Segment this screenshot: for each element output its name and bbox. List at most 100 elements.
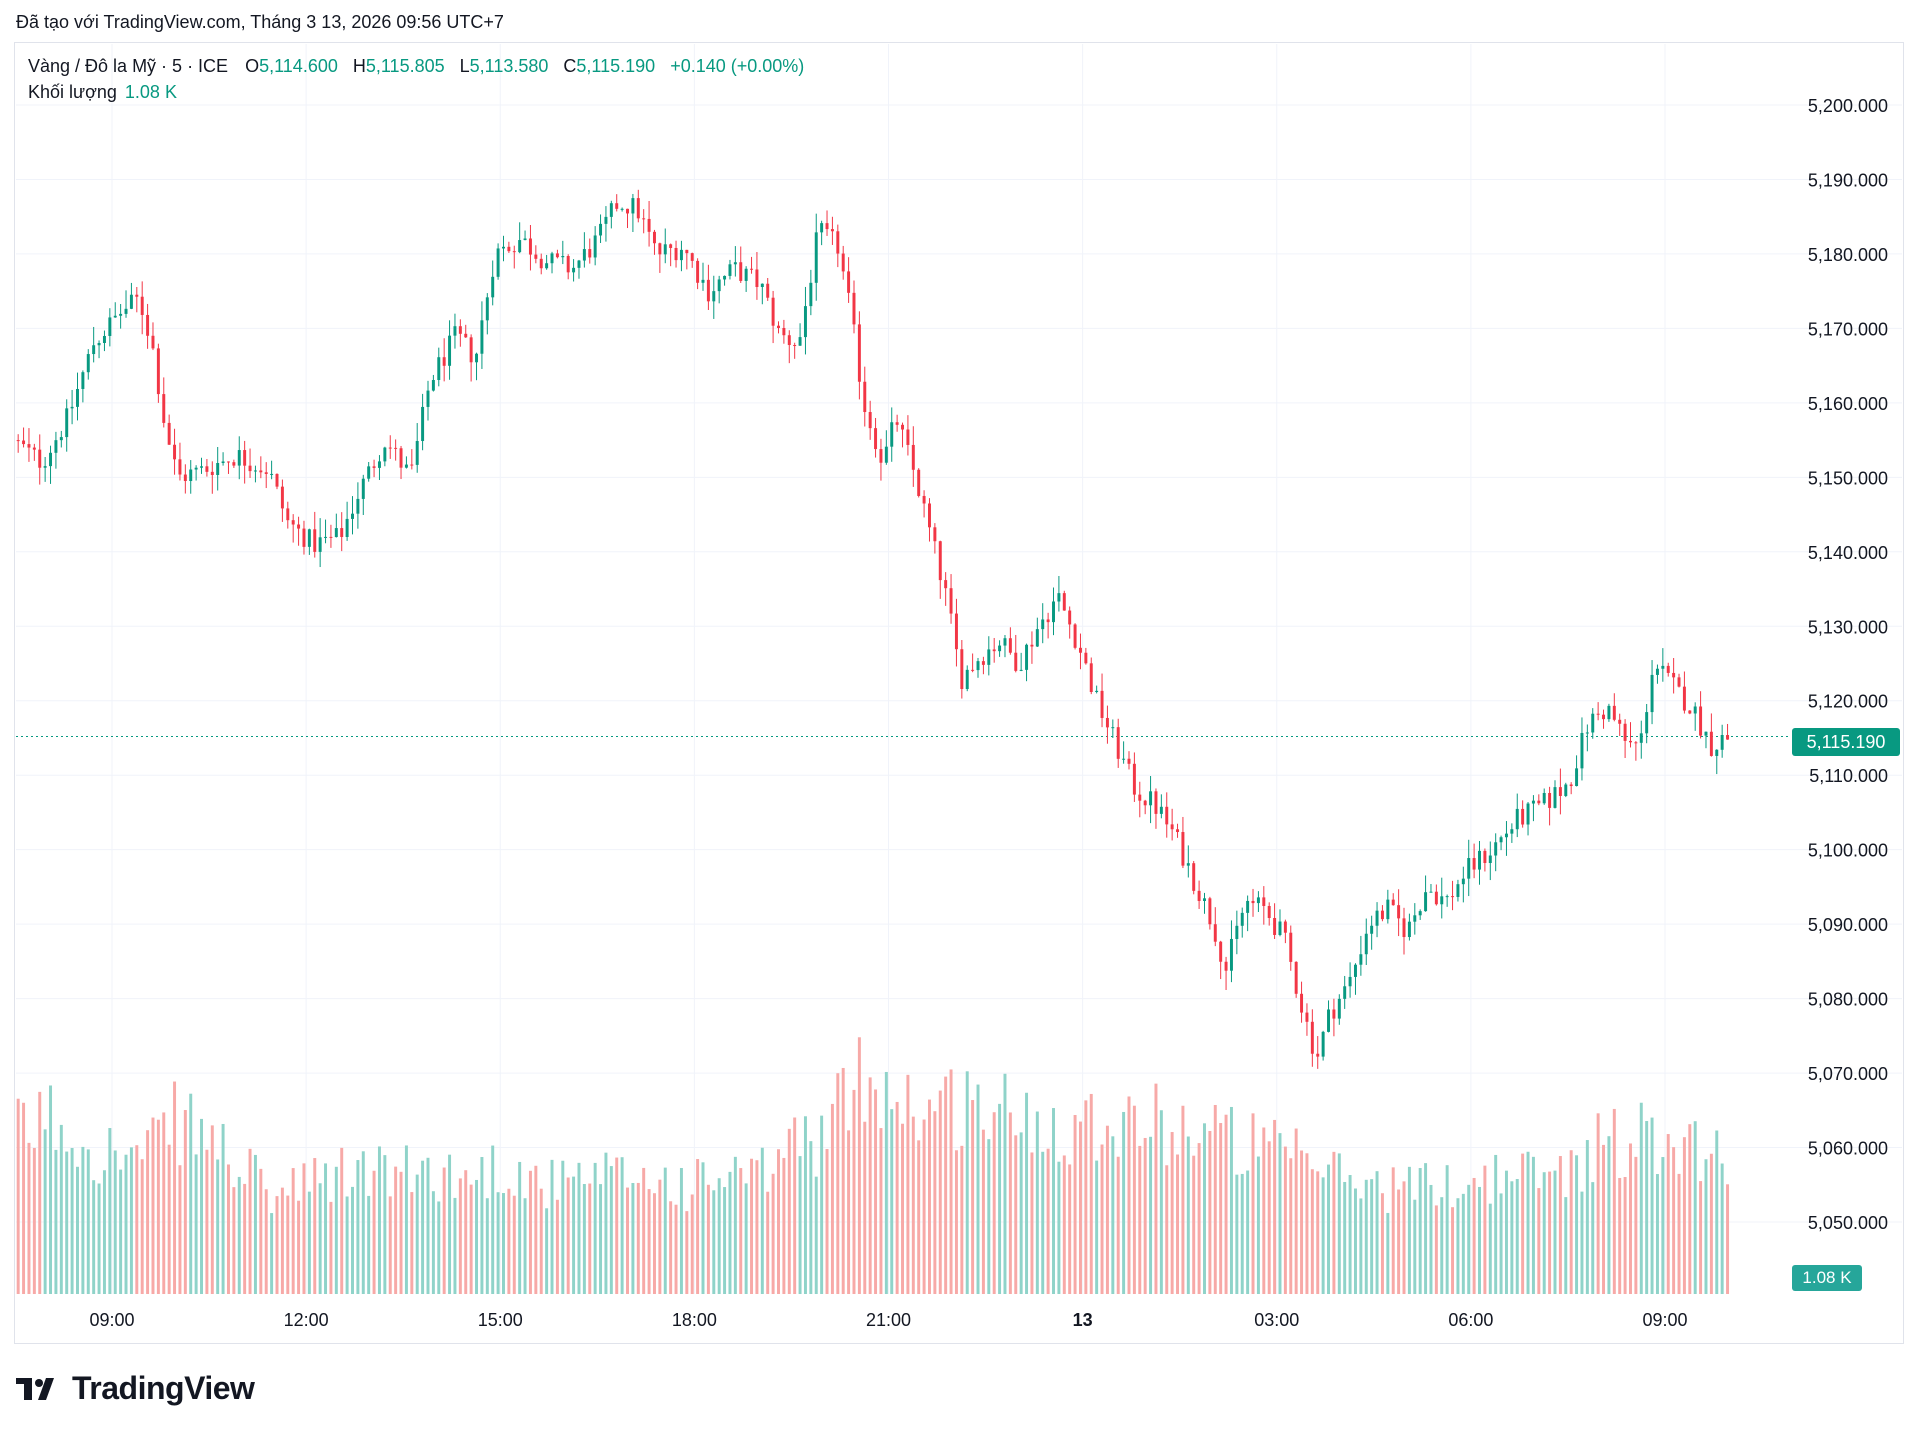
candle-body <box>458 326 462 334</box>
volume-bar <box>857 1037 861 1294</box>
volume-bar <box>647 1189 651 1294</box>
candle-body <box>550 253 554 264</box>
volume-bar <box>528 1170 532 1294</box>
volume-bar <box>1564 1197 1568 1294</box>
volume-bar <box>1246 1170 1250 1294</box>
volume-label[interactable]: Khối lượng <box>28 82 117 102</box>
candle-body <box>658 243 662 255</box>
candle-body <box>739 262 743 281</box>
volume-bar <box>901 1123 905 1294</box>
volume-bar <box>1084 1100 1088 1294</box>
volume-bar <box>1591 1182 1595 1294</box>
volume-bar <box>1305 1153 1309 1294</box>
volume-bar <box>750 1158 754 1294</box>
candle-body <box>685 249 689 254</box>
volume-bar <box>793 1117 797 1294</box>
volume-bar <box>1380 1193 1384 1294</box>
volume-value: 1.08 K <box>124 82 177 102</box>
candle-body <box>1348 976 1352 987</box>
candle-body <box>1251 900 1255 904</box>
ohlc-legend: Vàng / Đô la Mỹ · 5 · ICE O5,114.600 H5,… <box>28 56 814 77</box>
volume-bar <box>1283 1146 1287 1294</box>
candle-body <box>901 424 905 430</box>
volume-bar <box>1068 1164 1072 1294</box>
volume-bar <box>1030 1152 1034 1294</box>
volume-bar <box>162 1112 166 1294</box>
candle-body <box>1585 732 1589 734</box>
candle-body <box>502 246 505 249</box>
volume-bar <box>291 1168 295 1294</box>
candle-body <box>1672 672 1676 678</box>
volume-bar <box>1618 1177 1622 1294</box>
candle-body <box>1602 714 1606 720</box>
volume-bar <box>1386 1212 1390 1294</box>
candle-body <box>1116 727 1120 759</box>
volume-bar <box>404 1145 408 1294</box>
volume-bar <box>599 1184 603 1294</box>
tradingview-logo[interactable]: TradingView <box>16 1370 255 1407</box>
candle-body <box>1553 787 1557 808</box>
volume-bar <box>690 1194 694 1294</box>
candle-body <box>1607 705 1611 720</box>
candle-body <box>324 536 328 538</box>
candle-body <box>809 282 813 307</box>
candle-body <box>1364 933 1368 955</box>
candle-body <box>1283 921 1287 933</box>
volume-bar <box>76 1166 79 1294</box>
price-tick-label: 5,130.000 <box>1808 617 1888 637</box>
candle-body <box>156 348 160 395</box>
tradingview-logo-text: TradingView <box>72 1370 255 1406</box>
volume-bar <box>1720 1163 1724 1294</box>
candle-body <box>1634 742 1638 744</box>
volume-bar <box>1197 1143 1201 1294</box>
candle-body <box>1316 1053 1320 1057</box>
volume-bar <box>1494 1154 1498 1294</box>
candle-body <box>1370 925 1374 934</box>
volume-bar <box>1062 1155 1066 1294</box>
time-tick-label: 18:00 <box>672 1310 717 1330</box>
volume-bar <box>426 1157 430 1294</box>
volume-bar <box>92 1180 96 1294</box>
candle-body <box>410 464 414 466</box>
candle-body <box>318 537 322 552</box>
candle-body <box>1327 1009 1330 1032</box>
volume-bar <box>825 1149 829 1294</box>
volume-bar <box>954 1150 958 1294</box>
candle-body <box>437 357 441 381</box>
candle-body <box>1300 993 1304 1013</box>
candle-body <box>857 324 861 382</box>
volume-bar <box>1429 1184 1433 1294</box>
volume-bar <box>809 1141 813 1294</box>
candle-body <box>1580 732 1584 769</box>
volume-bar <box>1418 1168 1422 1294</box>
volume-bar <box>744 1183 748 1294</box>
candle-body <box>577 260 581 268</box>
volume-bar <box>976 1084 980 1294</box>
volume-bar <box>588 1183 592 1294</box>
candle-body <box>1224 961 1228 971</box>
candle-body <box>253 470 257 472</box>
candle-body <box>1165 806 1169 825</box>
candle-body <box>264 472 268 474</box>
volume-bar <box>728 1171 732 1294</box>
candle-body <box>1052 601 1055 623</box>
volume-bar <box>1623 1177 1627 1294</box>
volume-bar <box>911 1116 915 1294</box>
candle-body <box>119 313 123 316</box>
symbol-label[interactable]: Vàng / Đô la Mỹ · 5 · ICE <box>28 56 229 76</box>
volume-bar <box>1402 1181 1406 1294</box>
candle-body <box>1699 706 1703 736</box>
volume-bar <box>1105 1125 1109 1294</box>
candle-body <box>1515 808 1519 830</box>
volume-bar <box>717 1178 721 1294</box>
volume-bar <box>270 1213 274 1294</box>
volume-bar <box>286 1195 290 1294</box>
candle-body <box>750 268 754 270</box>
candle-body <box>820 223 824 233</box>
volume-bar <box>1176 1154 1180 1294</box>
candle-body <box>226 461 230 463</box>
candle-body <box>200 466 203 468</box>
volume-bar <box>739 1168 743 1294</box>
volume-bar <box>1014 1135 1018 1294</box>
